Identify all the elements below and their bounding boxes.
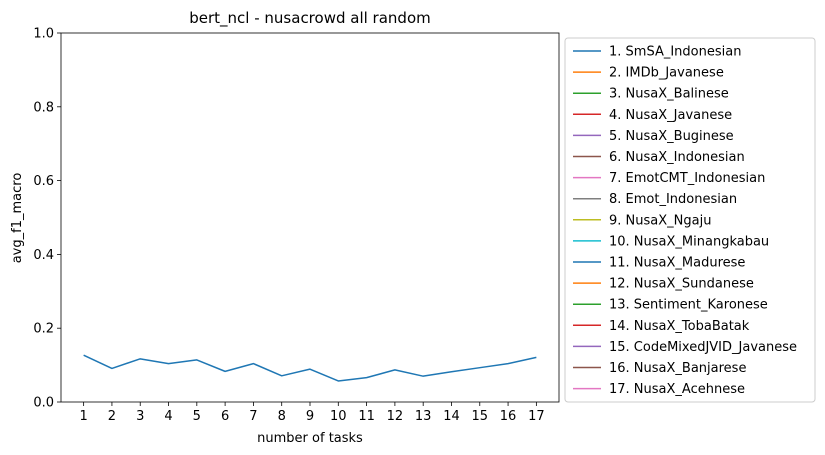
x-tick-label: 14 bbox=[443, 409, 460, 424]
x-tick-label: 16 bbox=[500, 409, 517, 424]
legend-entry-label: 13. Sentiment_Karonese bbox=[609, 298, 768, 313]
legend: 1. SmSA_Indonesian 2. IMDb_Javanese 3. Nus… bbox=[564, 37, 816, 403]
x-tick-label: 8 bbox=[278, 409, 286, 424]
x-axis-label: number of tasks bbox=[257, 431, 363, 446]
x-tick-label: 3 bbox=[136, 409, 144, 424]
legend-box bbox=[564, 37, 816, 403]
legend-entry-label: 10. NusaX_Minangkabau bbox=[609, 234, 769, 249]
x-tick-label: 6 bbox=[221, 409, 229, 424]
legend-entry-label: 3. NusaX_Balinese bbox=[609, 87, 729, 102]
legend-entry-label: 5. NusaX_Buginese bbox=[609, 129, 734, 144]
x-tick-label: 4 bbox=[164, 409, 172, 424]
y-tick-label: 0.4 bbox=[33, 248, 54, 263]
legend-entry-label: 16. NusaX_Banjarese bbox=[609, 361, 746, 376]
legend-entry-label: 8. Emot_Indonesian bbox=[609, 192, 737, 207]
legend-entry-label: 7. EmotCMT_Indonesian bbox=[609, 171, 765, 186]
legend-entry-label: 15. CodeMixedJVID_Javanese bbox=[609, 340, 797, 355]
x-tick-label: 12 bbox=[387, 409, 404, 424]
x-tick-label: 15 bbox=[471, 409, 488, 424]
y-tick-label: 0.6 bbox=[33, 174, 54, 189]
legend-entry-label: 11. NusaX_Madurese bbox=[609, 256, 745, 271]
legend-entry-label: 9. NusaX_Ngaju bbox=[609, 213, 711, 228]
x-tick-label: 2 bbox=[108, 409, 116, 424]
chart-title: bert_ncl - nusacrowd all random bbox=[189, 9, 430, 28]
legend-entry-label: 12. NusaX_Sundanese bbox=[609, 277, 754, 292]
x-tick-label: 17 bbox=[528, 409, 545, 424]
x-tick-label: 7 bbox=[249, 409, 257, 424]
y-tick-label: 0.2 bbox=[33, 322, 54, 337]
axes-frame bbox=[60, 32, 560, 403]
y-tick-label: 0.8 bbox=[33, 100, 54, 115]
x-tick-label: 5 bbox=[193, 409, 201, 424]
legend-entry-label: 2. IMDb_Javanese bbox=[609, 66, 724, 81]
x-tick-label: 10 bbox=[330, 409, 347, 424]
legend-entry-label: 6. NusaX_Indonesian bbox=[609, 150, 745, 165]
x-tick-label: 1 bbox=[79, 409, 87, 424]
legend-entry-label: 1. SmSA_Indonesian bbox=[609, 45, 741, 60]
y-tick-label: 0.0 bbox=[33, 396, 54, 411]
x-tick-label: 11 bbox=[358, 409, 375, 424]
y-tick-label: 1.0 bbox=[33, 27, 54, 42]
series-line-1 bbox=[83, 354, 537, 382]
legend-entry-label: 17. NusaX_Acehnese bbox=[609, 382, 745, 397]
x-tick-label: 9 bbox=[306, 409, 314, 424]
legend-entry-label: 4. NusaX_Javanese bbox=[609, 108, 732, 123]
legend-entry-label: 14. NusaX_TobaBatak bbox=[609, 319, 750, 334]
x-tick-label: 13 bbox=[415, 409, 432, 424]
y-axis-label: avg_f1_macro bbox=[10, 173, 25, 264]
plot-area: 1 2 3 4 5 6 7 8 9 10 11 12 13 14 15 16 170.00.20.40.60.8… bbox=[33, 27, 560, 424]
